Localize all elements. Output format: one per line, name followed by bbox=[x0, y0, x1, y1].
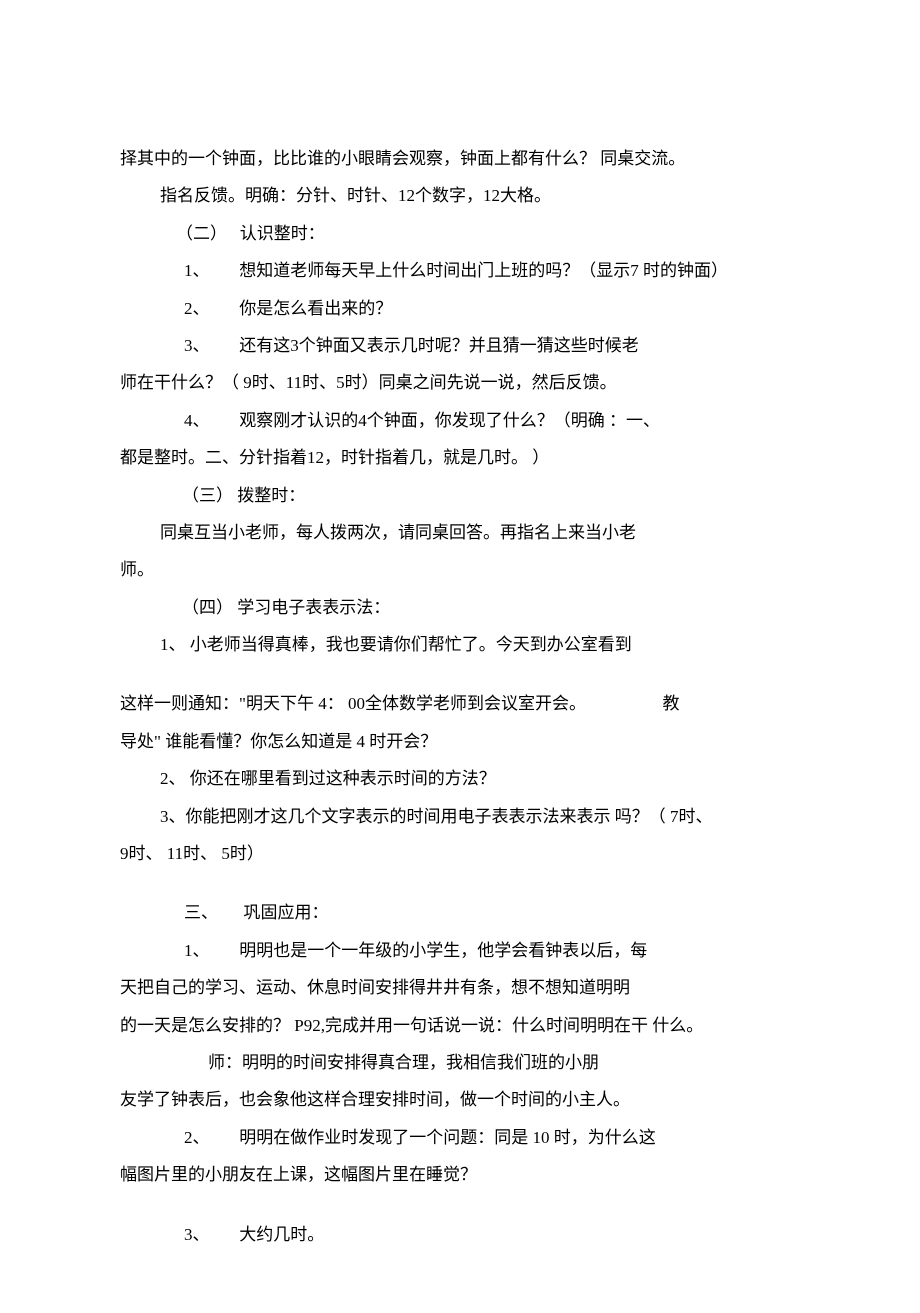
text-line: （二） 认识整时： bbox=[120, 215, 800, 252]
document-body: 择其中的一个钟面，比比谁的小眼睛会观察，钟面上都有什么？ 同桌交流。指名反馈。明… bbox=[120, 140, 800, 1253]
text-line: 2、 你还在哪里看到过这种表示时间的方法？ bbox=[120, 760, 800, 797]
text-line: 三、 巩固应用： bbox=[120, 894, 800, 931]
text-line: 3、 大约几时。 bbox=[120, 1216, 800, 1253]
blank-line bbox=[120, 663, 800, 685]
text-line: 都是整时。二、分针指着12，时针指着几，就是几时。 ） bbox=[120, 439, 800, 476]
text-line: 导处" 谁能看懂？你怎么知道是 4 时开会？ bbox=[120, 723, 800, 760]
text-line: 天把自己的学习、运动、休息时间安排得井井有条，想不想知道明明 bbox=[120, 969, 800, 1006]
blank-line bbox=[120, 1194, 800, 1216]
text-line: （四） 学习电子表表示法： bbox=[120, 589, 800, 626]
text-line: 2、 你是怎么看出来的？ bbox=[120, 290, 800, 327]
text-line: 3、 还有这3个钟面又表示几时呢？并且猜一猜这些时候老 bbox=[120, 327, 800, 364]
text-line: 同桌互当小老师，每人拨两次，请同桌回答。再指名上来当小老 bbox=[120, 514, 800, 551]
text-line: 的一天是怎么安排的？ P92,完成并用一句话说一说：什么时间明明在干 什么。 bbox=[120, 1007, 800, 1044]
blank-line bbox=[120, 872, 800, 894]
text-line: 择其中的一个钟面，比比谁的小眼睛会观察，钟面上都有什么？ 同桌交流。 bbox=[120, 140, 800, 177]
text-line: 指名反馈。明确：分针、时针、12个数字，12大格。 bbox=[120, 177, 800, 214]
text-line: 1、 想知道老师每天早上什么时间出门上班的吗？（显示7 时的钟面） bbox=[120, 252, 800, 289]
text-line: 9时、 11时、 5时） bbox=[120, 835, 800, 872]
text-line: 这样一则通知："明天下午 4： 00全体数学老师到会议室开会。 教 bbox=[120, 685, 800, 722]
text-line: 1、 明明也是一个一年级的小学生，他学会看钟表以后，每 bbox=[120, 932, 800, 969]
text-line: 幅图片里的小朋友在上课，这幅图片里在睡觉？ bbox=[120, 1156, 800, 1193]
text-line: （三） 拨整时： bbox=[120, 477, 800, 514]
text-line: 师。 bbox=[120, 551, 800, 588]
text-line: 4、 观察刚才认识的4个钟面，你发现了什么？（明确 ：一、 bbox=[120, 402, 800, 439]
text-line: 友学了钟表后，也会象他这样合理安排时间，做一个时间的小主人。 bbox=[120, 1081, 800, 1118]
text-line: 3、你能把刚才这几个文字表示的时间用电子表表示法来表示 吗？（ 7时、 bbox=[120, 798, 800, 835]
text-line: 师：明明的时间安排得真合理，我相信我们班的小朋 bbox=[120, 1044, 800, 1081]
text-line: 1、 小老师当得真棒，我也要请你们帮忙了。今天到办公室看到 bbox=[120, 626, 800, 663]
text-line: 2、 明明在做作业时发现了一个问题：同是 10 时，为什么这 bbox=[120, 1119, 800, 1156]
text-line: 师在干什么？（ 9时、11时、5时）同桌之间先说一说，然后反馈。 bbox=[120, 364, 800, 401]
